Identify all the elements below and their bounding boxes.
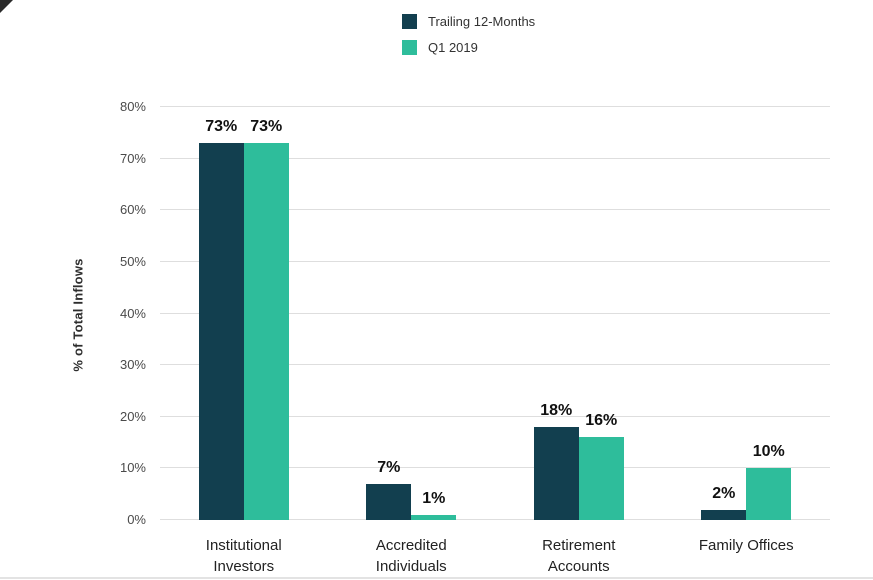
y-tick-label: 20% [119, 408, 146, 424]
gridline [160, 312, 830, 314]
bar-value-label: 16% [585, 412, 618, 430]
legend-swatch-trailing-icon [402, 14, 417, 29]
bar-trailing-12-months: 2% [701, 485, 747, 520]
y-tick-label: 10% [119, 460, 146, 476]
bar-q1-2019: 10% [746, 443, 792, 520]
bar-value-label: 10% [752, 443, 785, 461]
y-tick-label: 0% [127, 512, 146, 527]
plot-area: 0% 10% 20% 30% 40% 50% 60% 70% 80% 73% 73% Institut… [120, 99, 830, 575]
bar-value-label: 1% [422, 489, 446, 507]
gridline [160, 106, 830, 107]
bar-q1-2019: 16% [578, 412, 624, 520]
legend: Trailing 12-Months Q1 2019 [402, 14, 535, 55]
bar-q1-2019: 73% [243, 118, 289, 520]
bar-value-label: 7% [377, 458, 401, 476]
gridline [160, 260, 830, 262]
bar-group: 18% 16% Retirement Accounts [533, 107, 624, 575]
gridline [160, 157, 830, 159]
legend-label-q1: Q1 2019 [428, 40, 478, 55]
bottom-divider [0, 577, 873, 579]
y-tick-label: 70% [119, 150, 146, 166]
bar-q1-2019: 1% [411, 490, 457, 520]
legend-swatch-q1-icon [402, 40, 417, 55]
bar-value-label: 2% [712, 484, 736, 502]
bar-group: 73% 73% Institutional Investors [198, 107, 289, 575]
bar-value-label: 73% [250, 118, 283, 136]
bar-trailing-12-months: 7% [366, 459, 412, 520]
y-axis-title: % of Total Inflows [70, 258, 86, 372]
bar-trailing-12-months: 18% [533, 402, 579, 520]
category-label: Retirement Accounts [542, 537, 616, 575]
y-tick-label: 40% [119, 305, 146, 321]
bar-value-label: 18% [540, 402, 573, 420]
bar-group: 7% 1% Accredited Individuals [366, 107, 457, 575]
y-tick-label: 30% [119, 357, 146, 373]
gridline [160, 364, 830, 366]
legend-label-trailing: Trailing 12-Months [428, 14, 536, 29]
category-label: Institutional Investors [205, 537, 282, 575]
bar-value-label: 73% [205, 118, 238, 136]
page-corner-artifact [0, 0, 13, 13]
legend-item-trailing-12-months: Trailing 12-Months [402, 14, 535, 29]
y-tick-label: 80% [119, 99, 146, 114]
legend-item-q1-2019: Q1 2019 [402, 40, 535, 55]
y-tick-label: 60% [119, 202, 146, 218]
category-label: Accredited Individuals [375, 537, 447, 575]
bar-trailing-12-months: 73% [198, 118, 244, 520]
bar-group: 2% 10% Family Offices [699, 107, 794, 554]
category-label: Family Offices [698, 537, 794, 554]
y-tick-label: 50% [119, 253, 146, 269]
gridline [160, 467, 830, 469]
gridline [160, 209, 830, 211]
gridline [160, 519, 830, 520]
gridline [160, 415, 830, 417]
